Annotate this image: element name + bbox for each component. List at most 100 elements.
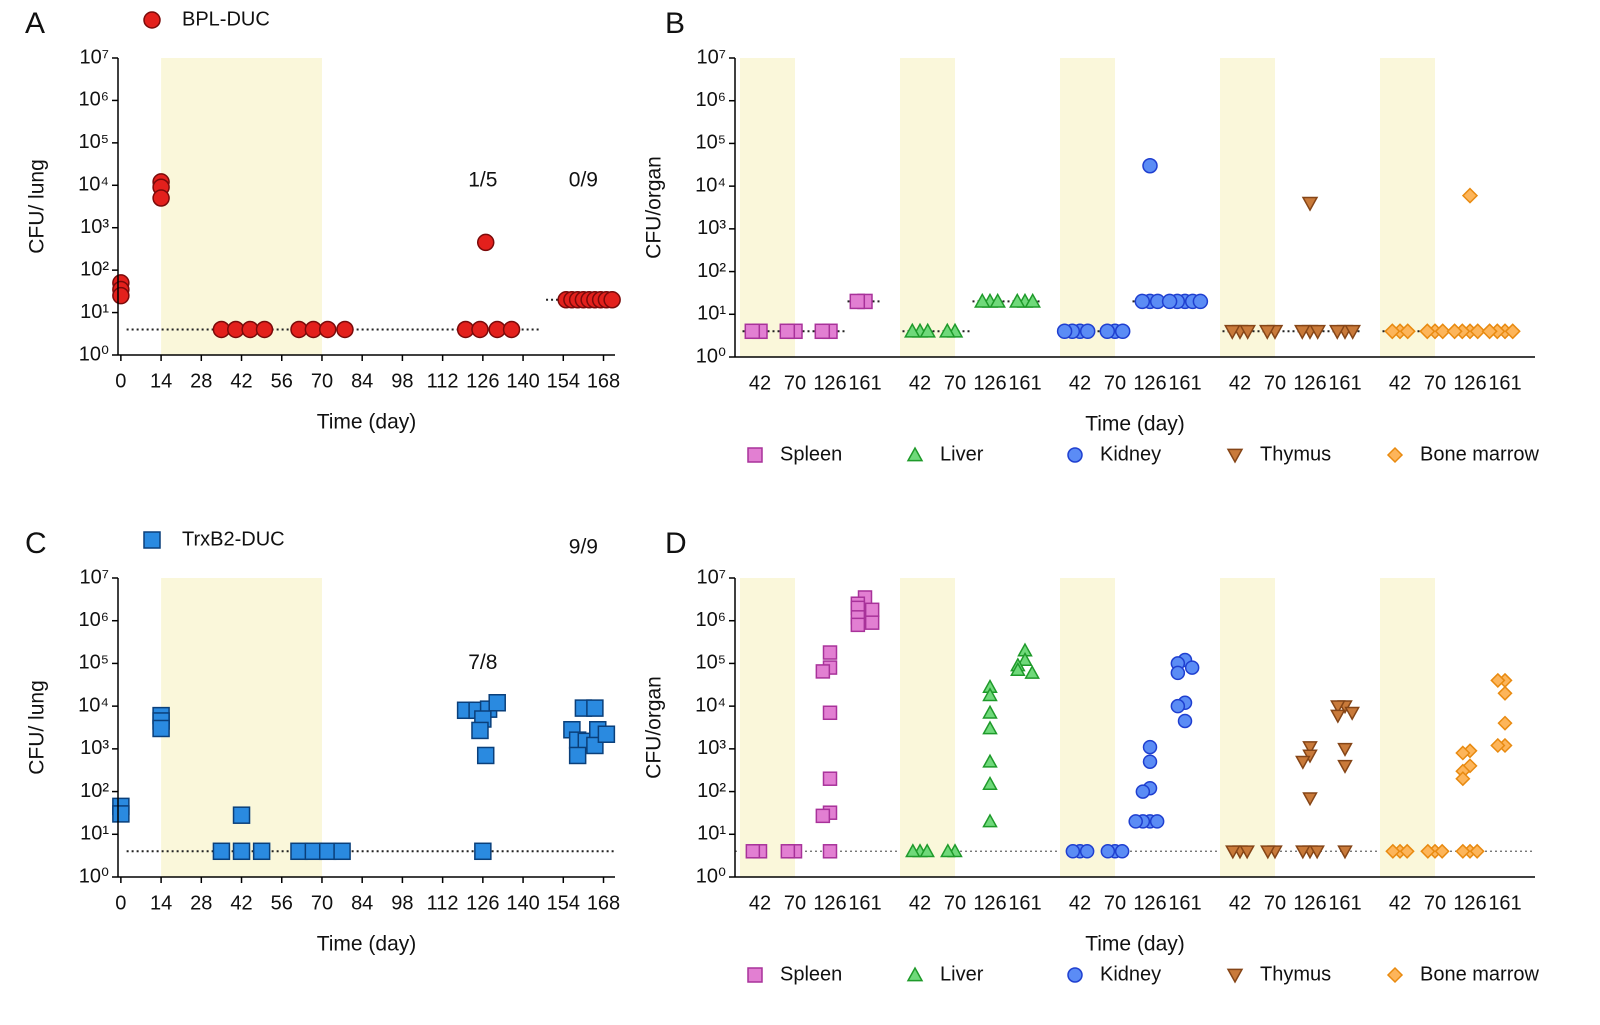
x-tick-label: 70 (311, 370, 333, 392)
x-axis-title: Time (day) (317, 933, 417, 956)
data-point (212, 842, 231, 861)
data-point (1170, 698, 1186, 714)
data-point (568, 746, 587, 765)
data-point (1294, 324, 1311, 340)
data-point (745, 844, 761, 859)
x-tick-label: 70 (944, 892, 966, 914)
data-point (1024, 292, 1041, 308)
x-tick-label: 161 (1328, 892, 1361, 914)
data-point (476, 233, 495, 252)
x-tick-label: 126 (1133, 892, 1166, 914)
x-tick-label: 14 (150, 892, 172, 914)
data-point (822, 705, 838, 721)
data-point (603, 291, 621, 309)
annotation: 7/8 (468, 651, 497, 674)
data-point (1225, 845, 1241, 860)
legend-marker (1226, 968, 1244, 984)
data-point (1344, 706, 1360, 721)
x-axis-title: Time (day) (1085, 933, 1185, 956)
y-tick-label: 10¹ (80, 301, 109, 323)
x-tick-label: 70 (784, 372, 806, 394)
shaded-period (900, 578, 955, 877)
x-tick-label: 70 (1264, 372, 1286, 394)
data-point (471, 721, 489, 740)
data-point (212, 320, 231, 339)
legend-label: Spleen (780, 443, 842, 465)
shaded-period (1380, 578, 1435, 877)
data-point (318, 320, 337, 339)
x-tick-label: 154 (547, 370, 580, 392)
data-point (1079, 844, 1095, 859)
data-point (471, 320, 489, 339)
data-point (1009, 292, 1026, 308)
legend-label: Thymus (1260, 443, 1331, 465)
data-point (1399, 843, 1415, 859)
data-point (1329, 324, 1346, 340)
data-point (1128, 814, 1143, 829)
x-tick-label: 70 (311, 892, 333, 914)
data-point (304, 320, 323, 339)
x-tick-label: 112 (427, 370, 459, 392)
data-point (850, 617, 866, 633)
data-point (982, 753, 998, 768)
x-tick-label: 126 (1453, 892, 1486, 914)
x-tick-label: 42 (749, 892, 771, 914)
data-point (780, 844, 796, 859)
x-tick-label: 98 (391, 370, 413, 392)
x-tick-label: 168 (587, 892, 620, 914)
y-tick-label: 10² (697, 780, 726, 802)
data-point (982, 813, 998, 828)
data-point (1135, 784, 1151, 799)
data-point (1344, 324, 1361, 340)
data-point (1337, 759, 1353, 774)
data-point (982, 720, 998, 735)
data-point (1419, 323, 1436, 340)
data-point (919, 843, 935, 858)
data-point (779, 323, 796, 340)
data-point (318, 842, 337, 861)
x-tick-label: 56 (271, 892, 293, 914)
data-point (814, 323, 831, 340)
panel-label: C (25, 527, 47, 560)
x-tick-label: 161 (1488, 372, 1521, 394)
y-tick-label: 10⁰ (79, 865, 109, 887)
shaded-period (1060, 578, 1115, 877)
data-point (1420, 843, 1436, 859)
data-point (488, 320, 506, 339)
legend-marker (1386, 446, 1404, 464)
panel-label: B (665, 7, 685, 40)
data-point (939, 322, 956, 338)
y-tick-label: 10³ (697, 737, 726, 759)
legend-label: Bone marrow (1420, 963, 1539, 985)
y-tick-label: 10⁰ (696, 345, 726, 367)
y-tick-label: 10⁶ (696, 89, 726, 111)
shaded-period (740, 58, 795, 357)
data-point (974, 292, 991, 308)
data-point (1455, 771, 1471, 787)
data-point (1114, 844, 1130, 859)
y-tick-label: 10⁴ (695, 694, 726, 716)
x-tick-label: 98 (391, 892, 413, 914)
x-tick-label: 126 (813, 892, 846, 914)
data-point (1024, 664, 1040, 679)
data-point (919, 322, 936, 338)
data-point (597, 725, 616, 743)
x-tick-label: 126 (973, 892, 1006, 914)
data-point (982, 704, 998, 719)
y-axis-title: CFU/ lung (26, 159, 49, 254)
y-axis-title: CFU/organ (643, 676, 666, 779)
data-point (232, 842, 251, 861)
legend-label: TrxB2-DUC (182, 528, 285, 550)
legend-marker (143, 531, 161, 549)
x-tick-label: 14 (150, 370, 172, 392)
data-point (982, 687, 998, 702)
x-tick-label: 70 (1264, 892, 1286, 914)
x-tick-label: 161 (1488, 892, 1521, 914)
data-point (1399, 323, 1416, 340)
x-tick-label: 42 (909, 892, 931, 914)
x-tick-label: 126 (1453, 372, 1486, 394)
data-point (1114, 323, 1131, 340)
data-point (502, 320, 521, 339)
data-point (227, 320, 245, 339)
data-point (904, 322, 921, 338)
